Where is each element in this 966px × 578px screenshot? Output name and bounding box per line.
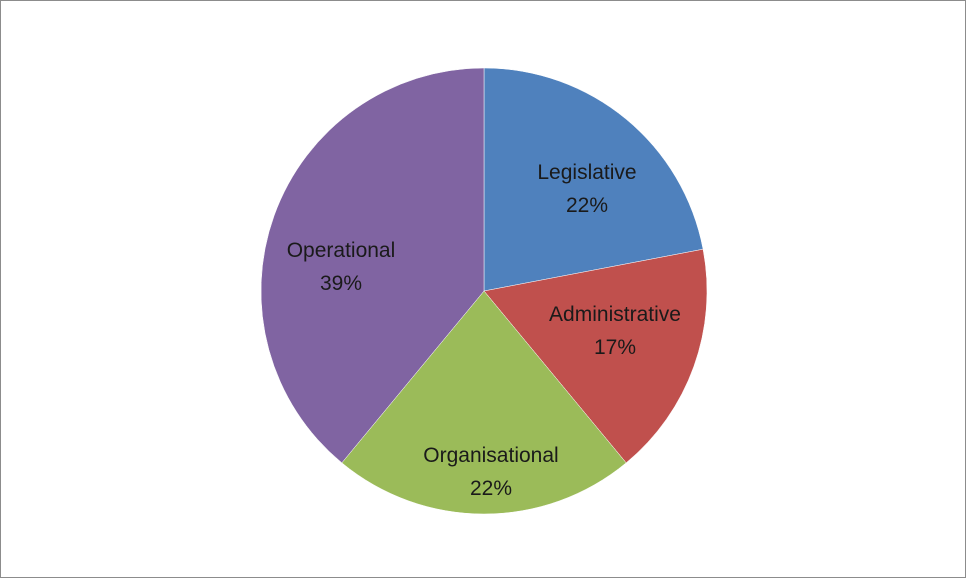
slice-label-administrative: Administrative (549, 303, 681, 326)
slice-value-organisational: 22% (470, 477, 512, 500)
pie-labels: Legislative 22% Administrative 17% Organisat… (287, 161, 681, 500)
slice-value-administrative: 17% (594, 336, 636, 359)
slice-value-legislative: 22% (566, 194, 608, 217)
pie-slice-legislative (483, 67, 704, 292)
slice-label-organisational: Organisational (423, 444, 558, 467)
pie-slice-operational (260, 67, 485, 464)
slice-label-legislative: Legislative (537, 161, 636, 184)
slice-label-operational: Operational (287, 239, 396, 262)
pie-slice-organisational (341, 290, 627, 515)
pie-slices (260, 67, 708, 515)
slice-value-operational: 39% (320, 272, 362, 295)
pie-slice-administrative (483, 248, 708, 464)
